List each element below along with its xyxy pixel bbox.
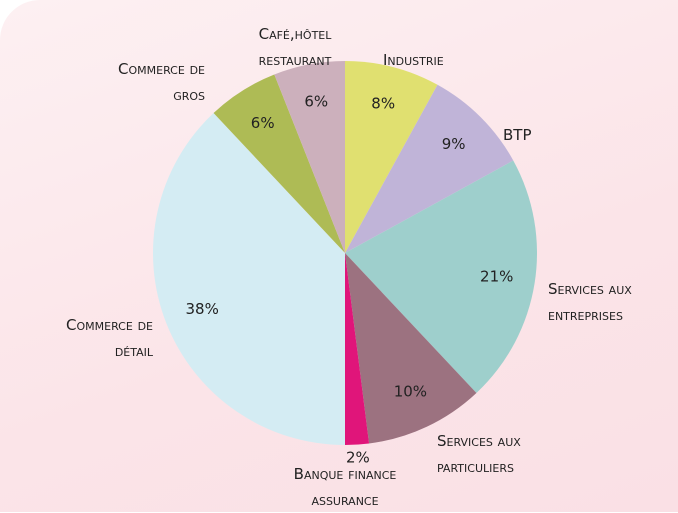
pie-slice — [345, 253, 370, 445]
pie-slice — [345, 160, 537, 393]
category-label: Café,hôtel restaurant — [258, 25, 332, 69]
category-label: Services aux particuliers — [437, 432, 521, 476]
category-label: Commerce de détail — [66, 316, 153, 360]
value-label: 21% — [480, 268, 513, 286]
value-label: 10% — [394, 382, 427, 400]
value-label: 2% — [346, 449, 370, 467]
category-label: Commerce de gros — [118, 60, 205, 104]
category-label: Banque finance assurance — [293, 465, 397, 509]
value-label: 6% — [251, 114, 275, 132]
pie-slice — [345, 253, 477, 444]
value-label: 6% — [304, 93, 328, 111]
pie-slice — [345, 84, 514, 253]
pie-slice — [345, 61, 438, 253]
category-label: BTP — [503, 126, 532, 144]
pie-slice — [213, 74, 345, 254]
category-label: Industrie — [383, 51, 444, 69]
value-label: 8% — [371, 95, 395, 113]
category-label: Services aux entreprises — [548, 280, 632, 324]
pie-slice — [274, 61, 345, 253]
value-label: 9% — [442, 135, 466, 153]
value-label: 38% — [186, 300, 219, 318]
pie-slice — [152, 113, 345, 445]
